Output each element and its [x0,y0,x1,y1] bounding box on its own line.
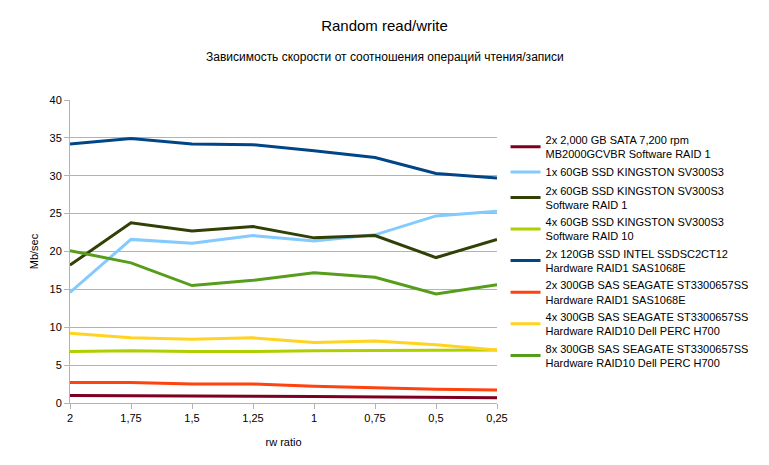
svg-text:1,75: 1,75 [120,412,141,424]
svg-text:2x 120GB SSD INTEL SSDSC2CT12H: 2x 120GB SSD INTEL SSDSC2CT12Hardware RA… [546,248,728,274]
svg-text:5: 5 [56,359,62,371]
svg-text:15: 15 [50,283,62,295]
svg-text:0: 0 [56,397,62,409]
svg-text:30: 30 [50,170,62,182]
svg-text:4x 60GB SSD KINGSTON SV300S3So: 4x 60GB SSD KINGSTON SV300S3Software RAI… [546,216,724,242]
svg-text:Random read/write: Random read/write [321,17,448,34]
svg-text:40: 40 [50,94,62,106]
svg-text:35: 35 [50,132,62,144]
svg-text:0,25: 0,25 [486,412,507,424]
svg-text:0,75: 0,75 [364,412,385,424]
svg-text:rw ratio: rw ratio [265,436,301,448]
svg-text:2: 2 [67,412,73,424]
svg-text:1,25: 1,25 [242,412,263,424]
svg-text:Mb/sec: Mb/sec [28,233,40,269]
svg-text:2x 2,000 GB SATA 7,200 rpmMB20: 2x 2,000 GB SATA 7,200 rpmMB2000GCVBR So… [546,134,711,160]
svg-text:4x 300GB SAS SEAGATE ST3300657: 4x 300GB SAS SEAGATE ST3300657SSHardware… [546,311,749,337]
svg-text:8x 300GB SAS SEAGATE ST3300657: 8x 300GB SAS SEAGATE ST3300657SSHardware… [546,343,749,369]
svg-text:10: 10 [50,321,62,333]
svg-text:0,5: 0,5 [428,412,443,424]
svg-text:2x 60GB SSD KINGSTON SV300S3So: 2x 60GB SSD KINGSTON SV300S3Software RAI… [546,185,724,211]
svg-text:Зависимость скорости от соотно: Зависимость скорости от соотношения опер… [206,50,564,64]
svg-text:1,5: 1,5 [184,412,199,424]
svg-text:1x 60GB SSD KINGSTON SV300S3: 1x 60GB SSD KINGSTON SV300S3 [546,166,724,178]
svg-text:2x 300GB SAS SEAGATE ST3300657: 2x 300GB SAS SEAGATE ST3300657SSHardware… [546,279,749,305]
svg-text:25: 25 [50,207,62,219]
svg-text:1: 1 [311,412,317,424]
svg-text:20: 20 [50,245,62,257]
